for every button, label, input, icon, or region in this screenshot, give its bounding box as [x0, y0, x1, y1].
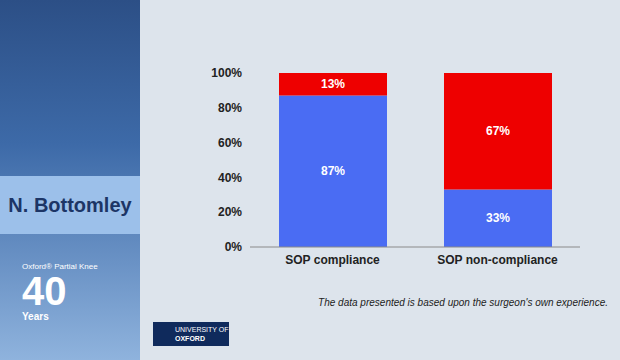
svg-text:100%: 100%: [211, 66, 242, 80]
svg-text:SOP compliance: SOP compliance: [285, 253, 380, 267]
svg-text:13%: 13%: [321, 77, 345, 91]
html-text:40: 40: [22, 269, 67, 313]
html-text:UNIVERSITY OF: UNIVERSITY OF: [175, 326, 229, 333]
html-text:The data presented is based up: The data presented is based upon the sur…: [318, 297, 608, 308]
svg-text:0%: 0%: [225, 240, 243, 254]
svg-text:SOP non-compliance: SOP non-compliance: [437, 253, 558, 267]
html-text:Oxford® Partial Knee: Oxford® Partial Knee: [22, 262, 98, 271]
svg-text:33%: 33%: [486, 211, 510, 225]
svg-text:40%: 40%: [218, 171, 242, 185]
svg-text:80%: 80%: [218, 101, 242, 115]
svg-text:60%: 60%: [218, 136, 242, 150]
svg-text:67%: 67%: [486, 124, 510, 138]
html-text:OXFORD: OXFORD: [175, 335, 205, 342]
html-text:N. Bottomley: N. Bottomley: [8, 193, 132, 216]
svg-text:87%: 87%: [321, 164, 345, 178]
svg-text:20%: 20%: [218, 205, 242, 219]
html-text:Years: Years: [22, 311, 49, 322]
